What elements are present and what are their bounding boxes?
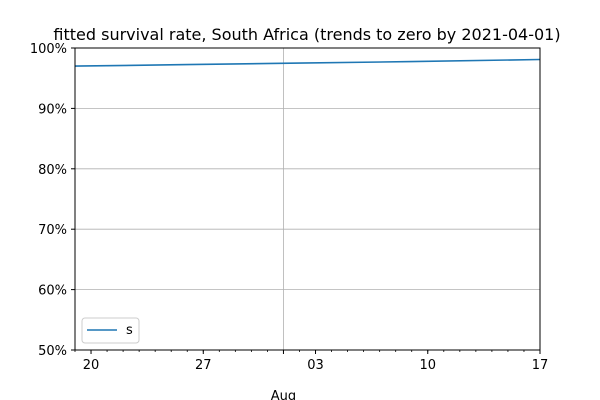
y-tick-label: 80% — [38, 163, 67, 178]
x-tick-label: 27 — [195, 358, 212, 373]
x-month-label: Aug — [271, 389, 296, 400]
y-tick-label: 50% — [38, 344, 67, 359]
series-layer — [74, 58, 541, 67]
y-tick-label: 60% — [38, 284, 67, 299]
chart-title: fitted survival rate, South Africa (tren… — [53, 25, 560, 44]
plot-frame — [74, 47, 541, 351]
y-tick-label: 70% — [38, 223, 67, 238]
grid-lines — [75, 48, 540, 350]
x-tick-label: 03 — [307, 358, 324, 373]
legend-label-s: s — [126, 323, 133, 338]
x-tick-label: 10 — [419, 358, 436, 373]
series-line-s — [74, 58, 541, 67]
y-tick-label: 90% — [38, 102, 67, 117]
x-tick-label: 17 — [532, 358, 549, 373]
legend: s — [81, 317, 140, 344]
axes: 50% 60% 70% 80% 90% 100% Aug 20 27 03 10 17 — [30, 42, 548, 400]
y-tick-label: 100% — [30, 42, 67, 57]
x-tick-label: 20 — [83, 358, 100, 373]
